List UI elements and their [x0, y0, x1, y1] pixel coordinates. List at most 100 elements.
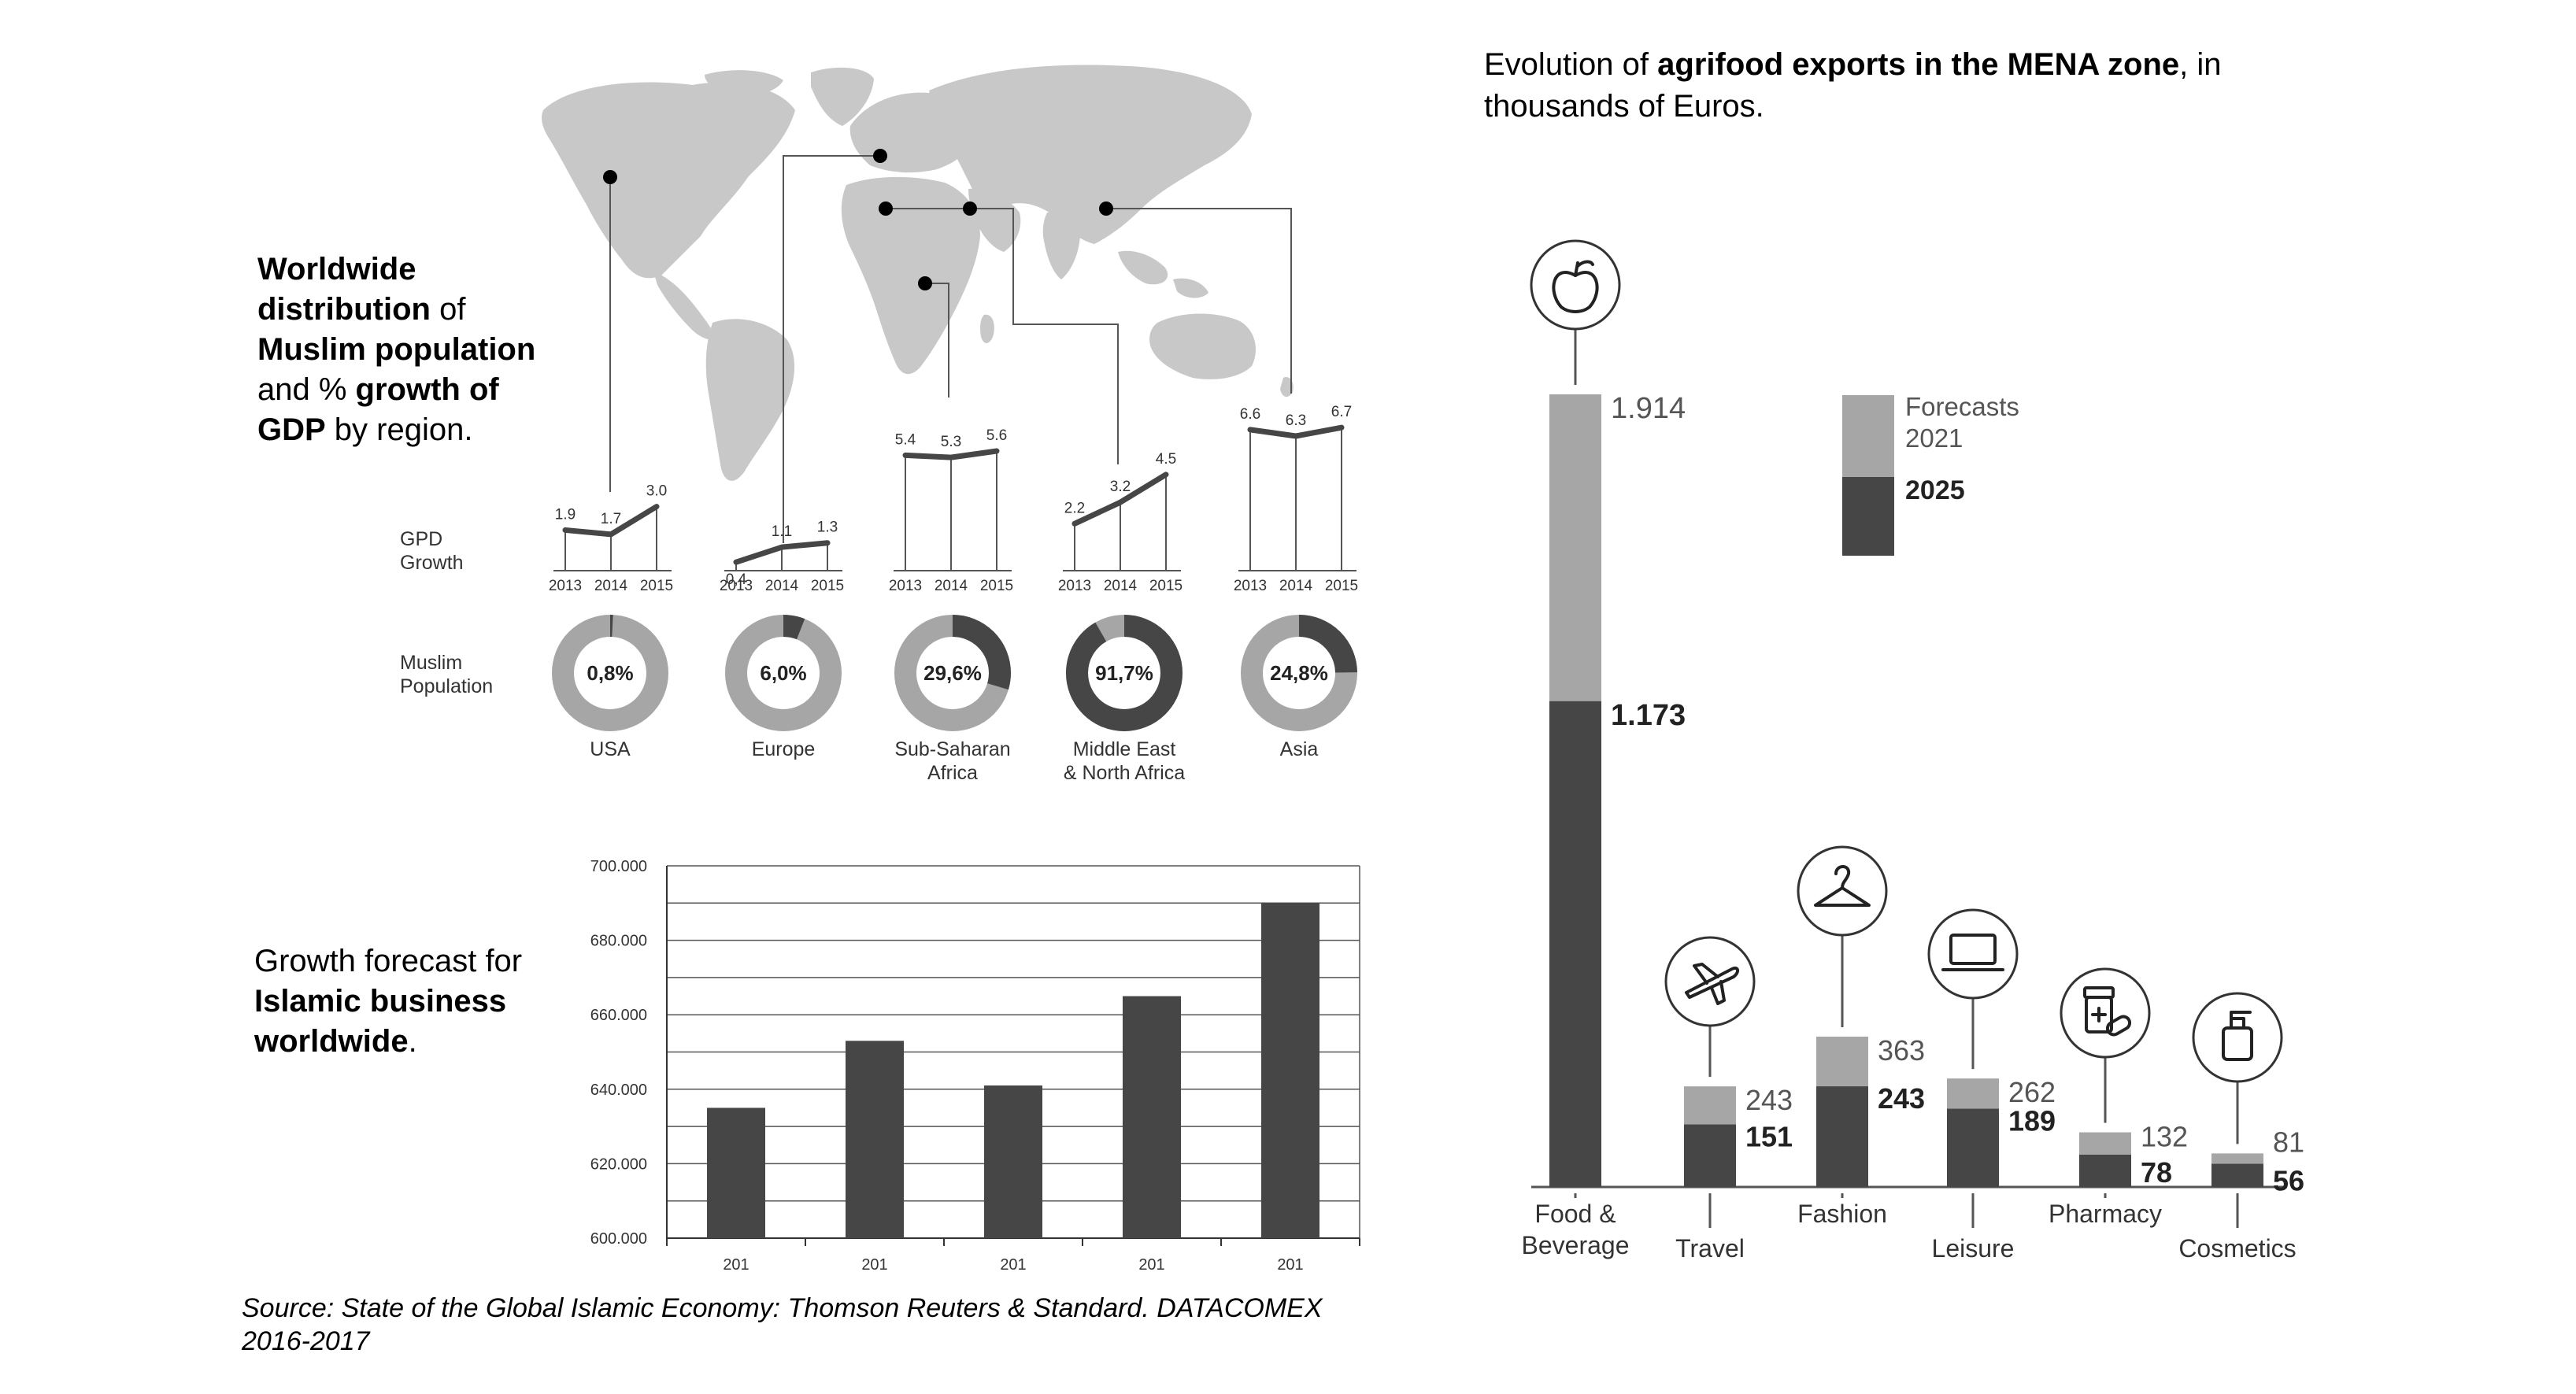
exports-value-2025: 151: [1745, 1121, 1793, 1153]
map-location-dot: [873, 149, 887, 163]
donut-1: 6,0% Europe: [725, 615, 842, 760]
islamic-business-bar-chart: 600.000 620.000 640.000 660.000 680.000 700.0…: [590, 858, 1360, 1274]
legend-swatch-2025: [1842, 477, 1894, 556]
exports-bar-2025: [2211, 1163, 2263, 1187]
gdp-line: [1247, 424, 1345, 439]
legend-swatch-2021: [1842, 395, 1894, 477]
donut-region-label: Sub-Saharan: [894, 738, 1010, 760]
map-connector-line: [783, 155, 880, 543]
exports-bar-2025: [1549, 701, 1601, 1187]
exports-category-label: Pharmacy: [2049, 1200, 2162, 1228]
hanger-shape: [1814, 865, 1871, 907]
gdp-line: [902, 448, 1000, 460]
title-span: Worldwide: [257, 252, 416, 287]
gdp-year-label: 2015: [980, 578, 1013, 594]
title-span: agrifood exports in the MENA zone: [1657, 47, 2179, 82]
gdp-year-label: 2013: [549, 578, 582, 594]
title-span: worldwide: [254, 1024, 409, 1059]
exports-category-label: Cosmetics: [2178, 1234, 2296, 1263]
gdp-row-label: Growth: [400, 552, 464, 574]
business-x-tick-label: 201: [723, 1256, 749, 1274]
gdp-year-label: 2013: [1058, 578, 1091, 594]
medicine-cross: [2091, 1007, 2107, 1022]
gdp-chart-3: 2.2 2013 3.2 2014 4.5 2015: [1058, 451, 1183, 594]
gdp-value-label: 5.4: [895, 431, 916, 448]
exports-value-2021: 81: [2273, 1126, 2304, 1158]
exports-value-2025: 56: [2273, 1165, 2304, 1197]
map-connector-line: [925, 283, 949, 397]
donut-value-label: 6,0%: [760, 661, 806, 685]
legend-label-2021: Forecasts: [1905, 392, 2019, 421]
gdp-line: [733, 540, 831, 565]
business-x-tick-label: 201: [1277, 1256, 1303, 1274]
exports-bar-2025: [1684, 1124, 1736, 1187]
gdp-year-label: 2014: [594, 578, 628, 594]
donut-share-arc: [725, 615, 842, 731]
exports-category-label: Fashion: [1797, 1200, 1887, 1228]
gdp-year-label: 2015: [640, 578, 673, 594]
map-location-dot: [1099, 202, 1113, 216]
exports-value-2025: 78: [2141, 1156, 2172, 1189]
world-panel-title: Worldwide distribution of Muslim populatio…: [257, 252, 535, 447]
exports-category-label: Beverage: [1522, 1231, 1630, 1259]
legend-label-2025: 2025: [1905, 475, 1965, 505]
donut-value-label: 0,8%: [587, 661, 633, 685]
gdp-year-label: 2014: [1279, 578, 1313, 594]
gdp-line: [562, 504, 660, 538]
title-line: Evolution of agrifood exports in the MEN…: [1484, 47, 2222, 82]
exports-value-2021: 262: [2008, 1076, 2056, 1108]
business-panel-title: Growth forecast for Islamic business world…: [254, 944, 522, 1059]
population-row-label: Muslim: [400, 652, 462, 674]
laptop-screen: [1949, 934, 1997, 965]
gdp-value-label: 5.3: [941, 434, 961, 450]
donut-share-arc: [1066, 615, 1183, 731]
exports-category-label: Leisure: [1932, 1234, 2015, 1263]
business-y-tick-label: 680.000: [590, 933, 647, 950]
donut-region-label: Africa: [927, 762, 978, 784]
business-y-tick-label: 700.000: [590, 858, 647, 875]
exports-value-2021: 243: [1745, 1084, 1793, 1116]
gdp-value-label: 1.7: [601, 511, 621, 527]
business-bar: [1261, 903, 1319, 1238]
title-line: Growth forecast for: [254, 944, 522, 978]
title-span: .: [409, 1024, 417, 1059]
icon-ring: [1927, 908, 2019, 1000]
map-location-dot: [963, 202, 977, 216]
exports-category-2: 363 243 Fashion: [1797, 845, 1925, 1228]
title-line: Muslim population: [257, 332, 535, 367]
donut-value-label: 24,8%: [1270, 661, 1328, 685]
title-span: Growth forecast for: [254, 944, 522, 978]
laptop-icon: [1927, 908, 2019, 1000]
gdp-value-label: 1.1: [772, 523, 792, 540]
donut-region-label: USA: [590, 738, 631, 760]
gdp-value-label: 0,4: [726, 571, 747, 588]
business-y-tick-label: 640.000: [590, 1082, 647, 1099]
gdp-chart-0: 1.9 2013 1.7 2014 3.0 2015: [549, 483, 673, 594]
gdp-year-label: 2013: [720, 578, 753, 594]
source-note: Source: State of the Global Islamic Econ…: [241, 1293, 1323, 1356]
title-span: Evolution of: [1484, 47, 1657, 82]
donut-4: 24,8% Asia: [1241, 615, 1357, 760]
title-span: of: [431, 292, 466, 327]
title-line: thousands of Euros.: [1484, 89, 1764, 124]
donut-share-arc: [894, 615, 1011, 731]
donut-region-label: Middle East: [1073, 738, 1176, 760]
icon-ring: [2192, 992, 2283, 1083]
apple-shape: [1552, 271, 1599, 313]
map-location-dot: [603, 170, 617, 184]
exports-value-2025: 189: [2008, 1105, 2056, 1137]
donut-value-label: 91,7%: [1095, 661, 1153, 685]
gdp-row-label: GPD: [400, 528, 442, 550]
gdp-year-label: 2015: [1325, 578, 1358, 594]
exports-category-label: Food &: [1534, 1200, 1616, 1228]
business-y-tick-label: 600.000: [590, 1230, 647, 1248]
gdp-value-label: 2.2: [1064, 500, 1085, 516]
business-x-tick-label: 201: [861, 1256, 887, 1274]
source-line: Source: State of the Global Islamic Econ…: [242, 1293, 1323, 1323]
